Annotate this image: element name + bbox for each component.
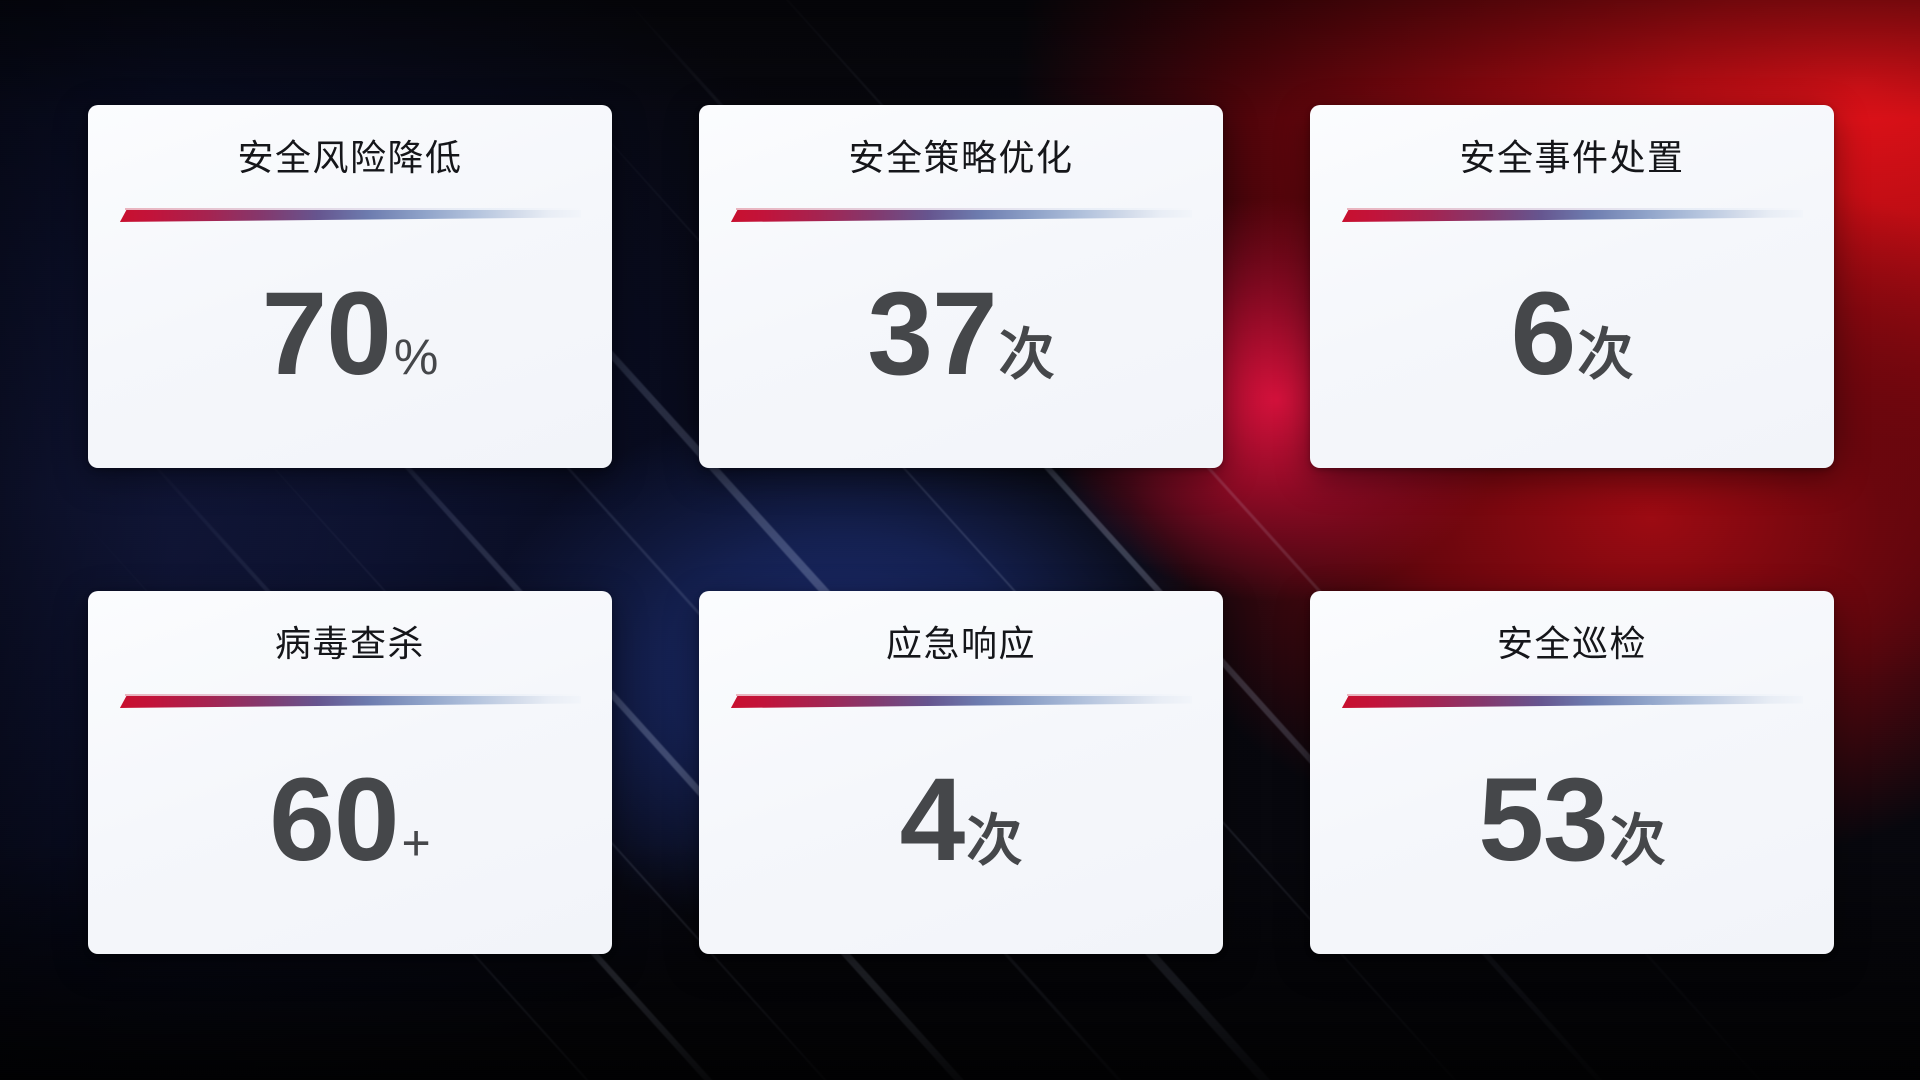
metric-value: 60 +: [269, 761, 430, 879]
divider-gradient-bar: [1341, 210, 1803, 222]
metric-value: 53 次: [1478, 761, 1665, 879]
metric-card-divider: [119, 208, 581, 226]
metric-value-number: 4: [899, 754, 966, 886]
metric-card-divider: [1341, 208, 1803, 226]
metric-value-number: 53: [1478, 754, 1608, 886]
metric-value-number: 37: [867, 268, 997, 400]
metric-value-unit: 次: [1577, 323, 1634, 386]
metric-value-unit: 次: [998, 323, 1055, 386]
metric-card-title: 安全事件处置: [1459, 137, 1685, 178]
metric-card[interactable]: 病毒查杀 60 +: [88, 591, 612, 954]
metric-card-title: 应急响应: [885, 623, 1036, 664]
divider-highlight: [736, 208, 1192, 210]
metric-value-row: 37 次: [699, 226, 1223, 468]
metric-value-row: 60 +: [88, 712, 612, 954]
metric-value-unit: %: [393, 329, 439, 385]
divider-highlight: [736, 694, 1192, 696]
metric-value-unit: 次: [1609, 809, 1666, 872]
divider-highlight: [125, 694, 581, 696]
metric-card-divider: [730, 208, 1192, 226]
metric-value-row: 53 次: [1310, 712, 1834, 954]
divider-gradient-bar: [119, 696, 581, 708]
divider-gradient-bar: [730, 696, 1192, 708]
metric-card-divider: [730, 694, 1192, 712]
metric-value: 70%: [262, 275, 439, 393]
divider-highlight: [1347, 208, 1803, 210]
metric-card[interactable]: 应急响应 4 次: [699, 591, 1223, 954]
metric-value-row: 70%: [88, 226, 612, 468]
metric-value-unit: +: [401, 815, 431, 871]
divider-gradient-bar: [730, 210, 1192, 222]
metric-card-title: 安全风险降低: [237, 137, 463, 178]
metric-value-unit: 次: [966, 809, 1023, 872]
metric-value-number: 70: [261, 268, 392, 400]
metric-value-number: 60: [269, 754, 399, 886]
metric-card[interactable]: 安全事件处置 6 次: [1310, 105, 1834, 468]
metric-value-number: 6: [1510, 268, 1577, 400]
divider-highlight: [125, 208, 581, 210]
metric-card-divider: [1341, 694, 1803, 712]
metric-card[interactable]: 安全策略优化 37 次: [699, 105, 1223, 468]
metric-card-title: 安全巡检: [1496, 623, 1647, 664]
metrics-card-grid: 安全风险降低 70% 安全策略优化 37 次安全事件处置 6 次病毒查杀 60 + 应急响应 4 次安…: [88, 105, 1834, 954]
metric-value: 37 次: [867, 275, 1054, 393]
divider-highlight: [1347, 694, 1803, 696]
metric-card-title: 病毒查杀: [274, 623, 425, 664]
divider-gradient-bar: [119, 210, 581, 222]
metric-card[interactable]: 安全风险降低 70%: [88, 105, 612, 468]
metric-card-title: 安全策略优化: [848, 137, 1074, 178]
metric-card-divider: [119, 694, 581, 712]
divider-gradient-bar: [1341, 696, 1803, 708]
metric-card[interactable]: 安全巡检 53 次: [1310, 591, 1834, 954]
